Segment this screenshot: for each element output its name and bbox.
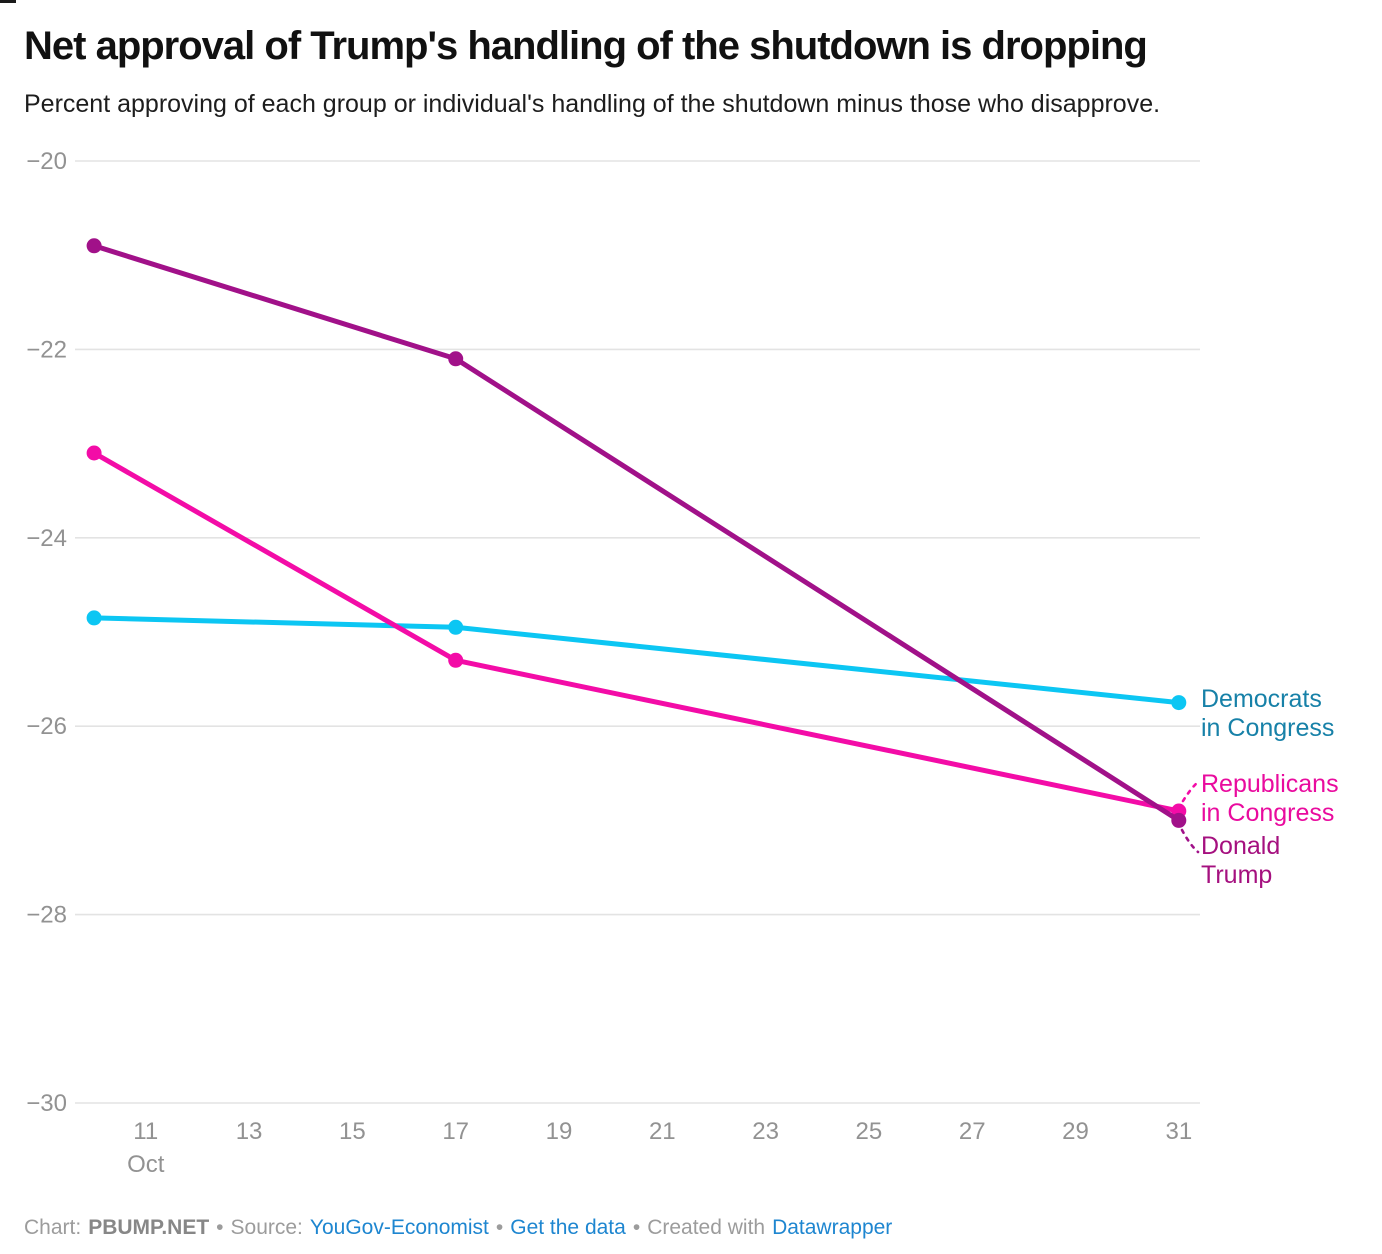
- attribution-footer: Chart: PBUMP.NET • Source: YouGov-Econom…: [24, 1216, 892, 1240]
- leader-line-trump: [1180, 828, 1200, 854]
- series-label-line: in Congress: [1201, 799, 1335, 827]
- datawrapper-link[interactable]: Datawrapper: [772, 1216, 893, 1239]
- x-tick-label: 31: [1165, 1118, 1192, 1145]
- x-month-label: Oct: [127, 1151, 165, 1178]
- series-label-trump: Donald Trump: [1201, 832, 1280, 890]
- data-point-democrats: [1171, 695, 1187, 711]
- series-label-democrats: Democrats in Congress: [1201, 685, 1334, 743]
- footer-separator: •: [216, 1216, 224, 1239]
- y-tick-label: −28: [26, 902, 67, 929]
- x-tick-label: 15: [339, 1118, 366, 1145]
- x-tick-label: 17: [442, 1118, 469, 1145]
- source-prefix: Source:: [230, 1216, 303, 1239]
- x-tick-label: 23: [752, 1118, 779, 1145]
- x-tick-label: 29: [1062, 1118, 1089, 1145]
- data-point-republicans: [86, 445, 102, 461]
- y-tick-label: −30: [26, 1090, 67, 1117]
- y-tick-label: −26: [26, 713, 67, 740]
- source-link[interactable]: YouGov-Economist: [309, 1216, 489, 1239]
- data-point-democrats: [448, 619, 464, 635]
- series-label-line: Democrats: [1201, 685, 1322, 713]
- series-label-line: Republicans: [1201, 770, 1339, 798]
- leader-line-republicans: [1181, 779, 1201, 803]
- chart-credit-prefix: Chart:: [24, 1216, 82, 1239]
- x-tick-label: 27: [959, 1118, 986, 1145]
- series-label-line: in Congress: [1201, 714, 1335, 742]
- series-label-line: Trump: [1201, 861, 1273, 889]
- x-tick-label: 11: [133, 1118, 158, 1145]
- series-label-line: Donald: [1201, 832, 1281, 860]
- footer-separator: •: [495, 1216, 504, 1239]
- chart-subtitle: Percent approving of each group or indiv…: [24, 90, 1161, 118]
- chart-title: Net approval of Trump's handling of the …: [24, 24, 1148, 68]
- data-point-trump: [1171, 812, 1187, 828]
- series-line-republicans: [91, 450, 1182, 814]
- data-point-trump: [448, 351, 464, 367]
- data-point-democrats: [86, 610, 102, 626]
- screen-edge-artifact: [0, 0, 16, 3]
- y-tick-label: −22: [26, 336, 67, 363]
- x-tick-label: 21: [649, 1118, 676, 1145]
- series-label-republicans: Republicans in Congress: [1201, 770, 1339, 828]
- x-tick-label: 19: [546, 1118, 573, 1145]
- created-with-prefix: Created with: [647, 1216, 766, 1239]
- get-the-data-link[interactable]: Get the data: [510, 1216, 626, 1239]
- chart-credit: PBUMP.NET: [88, 1216, 210, 1239]
- x-tick-label: 25: [856, 1118, 883, 1145]
- data-point-trump: [86, 238, 102, 254]
- series-line-democrats: [91, 615, 1182, 706]
- y-tick-label: −20: [26, 148, 67, 175]
- series-line-trump: [91, 243, 1182, 823]
- footer-separator: •: [632, 1216, 641, 1239]
- y-tick-label: −24: [26, 525, 67, 552]
- data-point-republicans: [448, 652, 464, 668]
- x-tick-label: 13: [236, 1118, 263, 1145]
